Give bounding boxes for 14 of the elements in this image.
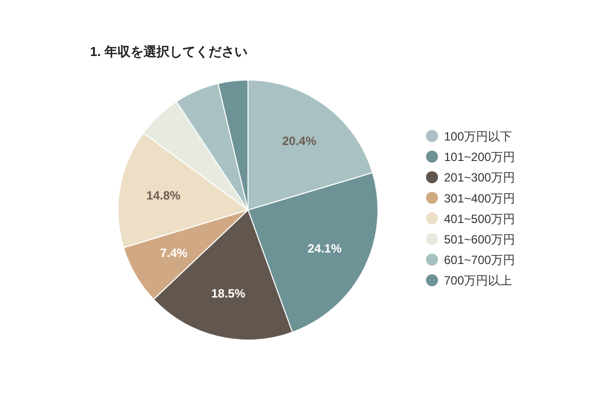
data-label: 18.5% — [211, 286, 246, 300]
data-label: 14.8% — [146, 188, 181, 202]
chart-title: 1. 年収を選択してください — [90, 44, 248, 59]
legend-label: 101~200万円 — [444, 150, 516, 164]
legend-label: 501~600万円 — [444, 232, 516, 246]
legend-label: 601~700万円 — [444, 253, 516, 268]
legend-label: 401~500万円 — [444, 212, 516, 226]
legend-label: 700万円以上 — [444, 274, 512, 288]
legend-label: 100万円以下 — [444, 130, 512, 144]
legend-label: 301~400万円 — [444, 191, 516, 206]
legend-label: 201~300万円 — [444, 170, 516, 185]
data-label: 24.1% — [308, 242, 342, 256]
data-label: 7.4% — [160, 246, 188, 260]
data-label: 20.4% — [282, 134, 317, 148]
